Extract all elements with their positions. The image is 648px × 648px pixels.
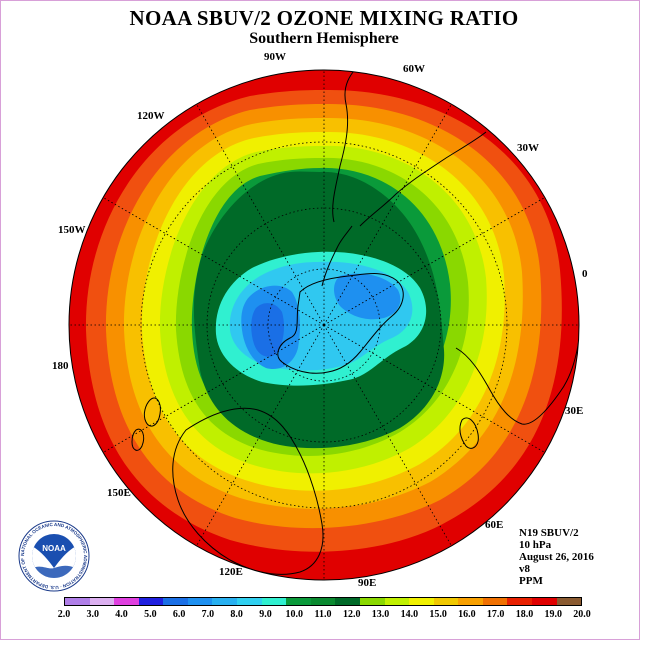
lon-label-90w: 90W xyxy=(264,51,286,63)
lon-label-120e: 120E xyxy=(219,566,243,578)
antarctic-peninsula-coast xyxy=(321,225,353,287)
meridian-60e xyxy=(323,324,457,555)
colorbar-swatch xyxy=(556,598,582,605)
colorbar-swatch xyxy=(65,598,90,605)
lon-label-30w: 30W xyxy=(517,142,539,154)
meridian-120w xyxy=(191,95,325,326)
colorbar-swatch xyxy=(409,598,434,605)
info-block: N19 SBUV/2 10 hPa August 26, 2016 v8 PPM xyxy=(519,527,594,587)
meridian-120e xyxy=(191,324,325,555)
version-label: v8 xyxy=(519,563,530,575)
colorbar-tick-label: 20.0 xyxy=(573,609,591,620)
lon-label-60e: 60E xyxy=(485,519,504,531)
colorbar xyxy=(64,597,582,606)
page-frame xyxy=(0,0,640,640)
colorbar-ticks: 2.0 3.0 4.0 5.0 6.0 7.0 8.0 9.0 10.0 11.0 12.0 13.0… xyxy=(58,609,591,621)
noaa-logo: NATIONAL OCEANIC AND ATMOSPHERIC ADMINIS… xyxy=(18,520,90,592)
lon-label-120w: 120W xyxy=(137,110,165,122)
colorbar-tick-label: 16.0 xyxy=(458,609,476,620)
latitude-circle-45s xyxy=(140,141,508,509)
colorbar-swatch xyxy=(310,598,336,605)
logo-text: NOAA xyxy=(42,544,66,553)
africa-coast xyxy=(455,329,579,425)
new-zealand-coast xyxy=(131,397,161,451)
colorbar-swatch xyxy=(187,598,213,605)
colorbar-tick-label: 19.0 xyxy=(544,609,562,620)
graticule xyxy=(69,70,579,580)
lon-label-0: 0 xyxy=(582,268,588,280)
coastlines xyxy=(131,70,579,575)
colorbar-swatch xyxy=(261,598,287,605)
colorbar-tick-label: 15.0 xyxy=(429,609,447,620)
colorbar-swatch xyxy=(507,598,532,605)
pressure-level-label: 10 hPa xyxy=(519,539,552,551)
colorbar-tick-label: 5.0 xyxy=(144,609,157,620)
colorbar-tick-label: 6.0 xyxy=(172,609,186,620)
colorbar-tick-label: 7.0 xyxy=(201,609,215,620)
colorbar-tick-label: 18.0 xyxy=(515,609,534,620)
colorbar-swatch xyxy=(433,598,459,605)
meridian-150w xyxy=(94,192,325,326)
colorbar-swatch xyxy=(212,598,238,605)
colorbar-tick-label: 3.0 xyxy=(86,609,100,620)
date-label: August 26, 2016 xyxy=(519,551,594,563)
lon-label-180: 180 xyxy=(52,360,69,372)
colorbar-tick-label: 10.0 xyxy=(285,609,303,620)
colorbar-tick-label: 8.0 xyxy=(230,609,243,620)
colorbar-swatch xyxy=(114,598,139,605)
colorbar-tick-label: 17.0 xyxy=(486,609,505,620)
colorbar-swatch xyxy=(89,598,115,605)
colorbar-swatch xyxy=(286,598,311,605)
colorbar-swatch xyxy=(237,598,262,605)
colorbar-swatch xyxy=(163,598,188,605)
meridian-30w xyxy=(323,192,554,326)
colorbar-swatch xyxy=(359,598,385,605)
lon-label-150w: 150W xyxy=(58,224,86,236)
colorbar-swatch xyxy=(458,598,483,605)
colorbar-tick-label: 4.0 xyxy=(115,609,128,620)
colorbar-swatch xyxy=(335,598,360,605)
colorbar-tick-label: 2.0 xyxy=(57,609,71,620)
lon-label-90e: 90E xyxy=(358,577,377,589)
lon-label-60w: 60W xyxy=(403,63,425,75)
meridian-60w xyxy=(323,95,457,326)
map-subtitle: Southern Hemisphere xyxy=(249,30,399,47)
colorbar-tick-label: 13.0 xyxy=(371,609,390,620)
colorbar-tick-label: 12.0 xyxy=(343,609,361,620)
colorbar-tick-label: 11.0 xyxy=(314,609,332,620)
meridian-150e xyxy=(94,324,325,458)
lon-label-30e: 30E xyxy=(565,405,584,417)
instrument-label: N19 SBUV/2 xyxy=(519,527,579,539)
colorbar-swatch xyxy=(531,598,557,605)
colorbar-tick-label: 14.0 xyxy=(400,609,419,620)
madagascar-coast xyxy=(459,417,479,449)
south-america-coast xyxy=(332,70,487,227)
colorbar-swatch xyxy=(482,598,508,605)
colorbar-tick-label: 9.0 xyxy=(259,609,272,620)
map-title: NOAA SBUV/2 OZONE MIXING RATIO xyxy=(129,6,519,30)
colorbar-swatch xyxy=(138,598,164,605)
units-label: PPM xyxy=(519,575,543,587)
meridian-30e xyxy=(323,324,554,458)
globe-outline xyxy=(68,69,580,581)
australia-coast xyxy=(172,407,324,575)
lon-label-150e: 150E xyxy=(107,487,131,499)
contour-band-6 xyxy=(251,303,284,357)
colorbar-swatch xyxy=(384,598,410,605)
antarctica-coast xyxy=(277,273,404,374)
